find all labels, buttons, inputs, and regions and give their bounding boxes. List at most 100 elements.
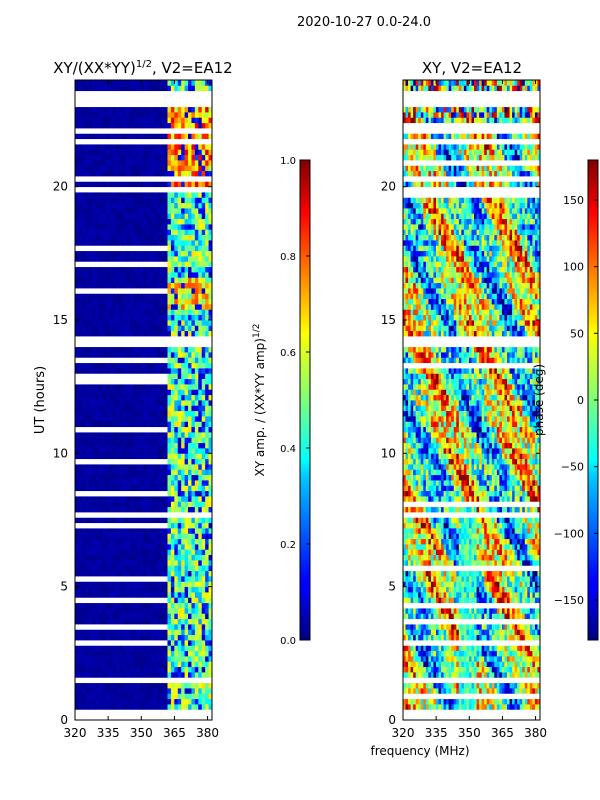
- amplitude-heatmap-cell: [150, 304, 155, 310]
- amplitude-heatmap-cell: [160, 581, 165, 588]
- amplitude-heatmap-cell: [167, 122, 172, 129]
- amplitude-heatmap-cell: [177, 416, 182, 422]
- amplitude-heatmap-cell: [88, 544, 93, 550]
- amplitude-heatmap-cell: [122, 138, 127, 145]
- amplitude-heatmap-cell: [201, 709, 206, 716]
- amplitude-heatmap-cell: [208, 565, 212, 572]
- amplitude-heatmap-cell: [143, 458, 148, 465]
- amplitude-heatmap-cell: [143, 352, 148, 358]
- amplitude-heatmap-cell: [81, 144, 86, 150]
- amplitude-heatmap-cell: [160, 437, 165, 444]
- amplitude-heatmap-cell: [205, 272, 209, 278]
- amplitude-heatmap-cell: [143, 277, 148, 284]
- amplitude-heatmap-cell: [153, 346, 158, 353]
- amplitude-heatmap-cell: [133, 96, 138, 102]
- amplitude-heatmap-cell: [126, 208, 131, 214]
- phase-heatmap-cell: [408, 709, 412, 716]
- amplitude-heatmap-cell: [201, 549, 206, 556]
- amplitude-heatmap-cell: [167, 650, 172, 657]
- amplitude-heatmap-cell: [143, 618, 148, 625]
- amplitude-heatmap-cell: [167, 656, 172, 662]
- amplitude-heatmap-cell: [102, 138, 107, 145]
- amplitude-heatmap-cell: [208, 698, 212, 705]
- amplitude-heatmap-cell: [88, 346, 93, 353]
- amplitude-heatmap-cell: [102, 160, 107, 166]
- amplitude-heatmap-cell: [208, 224, 212, 230]
- phase-heatmap-cell: [534, 714, 538, 720]
- amplitude-heatmap-cell: [201, 240, 206, 246]
- amplitude-heatmap-cell: [98, 490, 103, 497]
- amplitude-heatmap-cell: [164, 624, 168, 630]
- amplitude-heatmap-cell: [184, 144, 189, 150]
- amplitude-heatmap-cell: [126, 101, 131, 108]
- phase-heatmap-cell: [453, 709, 457, 716]
- amplitude-heatmap-cell: [170, 357, 175, 364]
- amplitude-heatmap-cell: [146, 154, 151, 161]
- amplitude-heatmap-cell: [112, 208, 117, 214]
- amplitude-heatmap-cell: [146, 341, 151, 348]
- amplitude-heatmap-cell: [92, 677, 96, 684]
- amplitude-heatmap-cell: [92, 496, 96, 502]
- amplitude-heatmap-cell: [157, 394, 162, 401]
- amplitude-heatmap-cell: [150, 570, 155, 577]
- amplitude-heatmap-cell: [119, 661, 124, 668]
- amplitude-heatmap-cell: [95, 314, 100, 321]
- phase-heatmap-cell: [420, 709, 424, 716]
- amplitude-heatmap-cell: [105, 570, 110, 577]
- amplitude-heatmap-cell: [143, 453, 148, 460]
- amplitude-heatmap-cell: [188, 160, 192, 166]
- amplitude-heatmap-cell: [81, 389, 86, 396]
- amplitude-heatmap-cell: [119, 677, 124, 684]
- amplitude-heatmap-cell: [92, 485, 96, 492]
- amplitude-heatmap-cell: [126, 282, 131, 289]
- amplitude-heatmap-cell: [88, 368, 93, 374]
- amplitude-heatmap-cell: [143, 394, 148, 401]
- amplitude-heatmap-cell: [181, 570, 186, 577]
- amplitude-heatmap-cell: [109, 165, 114, 172]
- amplitude-heatmap-cell: [143, 85, 148, 92]
- amplitude-heatmap-cell: [116, 581, 120, 588]
- amplitude-heatmap-cell: [164, 618, 168, 625]
- amplitude-heatmap-cell: [174, 688, 179, 694]
- amplitude-heatmap-cell: [78, 538, 83, 545]
- amplitude-heatmap-cell: [81, 549, 86, 556]
- amplitude-heatmap-cell: [205, 266, 209, 273]
- amplitude-heatmap-cell: [205, 117, 209, 124]
- amplitude-heatmap-cell: [170, 432, 175, 438]
- amplitude-heatmap-cell: [78, 170, 83, 177]
- amplitude-heatmap-cell: [92, 576, 96, 582]
- amplitude-heatmap-cell: [98, 106, 103, 113]
- amplitude-heatmap-cell: [133, 304, 138, 310]
- amplitude-heatmap-cell: [116, 506, 120, 513]
- amplitude-heatmap-cell: [122, 165, 127, 172]
- amplitude-heatmap-cell: [170, 602, 175, 609]
- amplitude-heatmap-cell: [133, 341, 138, 348]
- amplitude-heatmap-cell: [191, 298, 196, 305]
- amplitude-heatmap-cell: [88, 666, 93, 673]
- amplitude-heatmap-cell: [167, 117, 172, 124]
- amplitude-heatmap-cell: [146, 336, 151, 342]
- amplitude-heatmap-cell: [174, 629, 179, 636]
- amplitude-heatmap-cell: [119, 565, 124, 572]
- amplitude-heatmap-cell: [146, 186, 151, 193]
- amplitude-heatmap-cell: [201, 352, 206, 358]
- amplitude-heatmap-cell: [174, 533, 179, 540]
- amplitude-heatmap-cell: [191, 373, 196, 380]
- amplitude-heatmap-cell: [95, 400, 100, 406]
- amplitude-heatmap-cell: [119, 341, 124, 348]
- amplitude-heatmap-cell: [160, 240, 165, 246]
- amplitude-heatmap-cell: [150, 560, 155, 566]
- amplitude-heatmap-cell: [153, 106, 158, 113]
- amplitude-heatmap-cell: [95, 416, 100, 422]
- amplitude-heatmap-cell: [170, 698, 175, 705]
- amplitude-heatmap-cell: [205, 512, 209, 518]
- amplitude-heatmap-cell: [170, 544, 175, 550]
- amplitude-heatmap-cell: [177, 597, 182, 604]
- amplitude-heatmap-cell: [157, 250, 162, 257]
- amplitude-heatmap-cell: [88, 250, 93, 257]
- amplitude-heatmap-cell: [208, 314, 212, 321]
- amplitude-heatmap-cell: [146, 400, 151, 406]
- amplitude-heatmap-cell: [174, 80, 179, 86]
- amplitude-heatmap-cell: [184, 336, 189, 342]
- amplitude-heatmap-cell: [119, 288, 124, 294]
